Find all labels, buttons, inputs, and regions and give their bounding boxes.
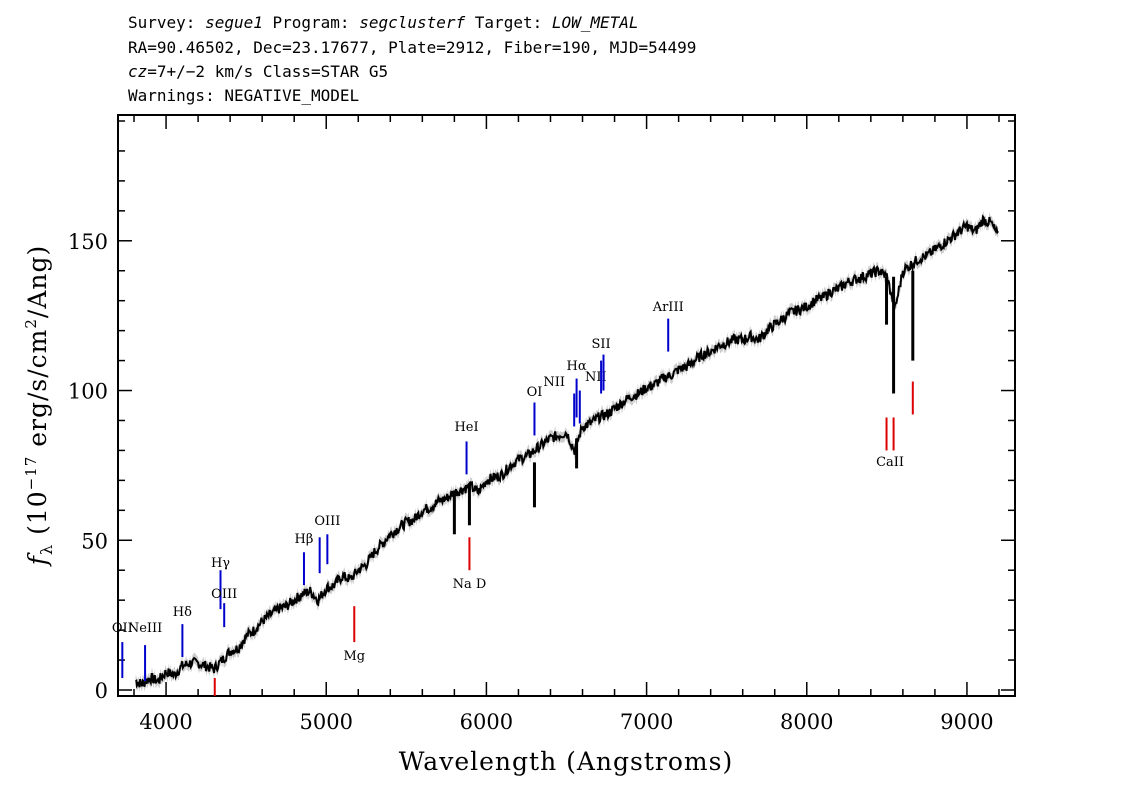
y-axis-exponent-2: 2: [22, 318, 40, 329]
error-band-area: [135, 211, 999, 693]
header-line-warnings: Warnings: NEGATIVE_MODEL: [128, 86, 360, 105]
emission-line-label: SII: [592, 337, 611, 352]
emission-line-label: OIII: [211, 587, 237, 602]
program-value: segclusterf: [359, 13, 466, 32]
y-axis-title: fλ (10−17 erg/s/cm2/Ang): [22, 245, 56, 568]
error-band: [135, 211, 999, 693]
emission-line-label: OIII: [314, 514, 340, 529]
emission-line-label: OI: [527, 385, 543, 400]
target-prefix: Target:: [465, 13, 552, 32]
x-axis-title: Wavelength (Angstroms): [399, 747, 733, 776]
cz-label: cz: [128, 62, 148, 81]
absorption-line-label: Mg: [343, 649, 365, 664]
absorption-line-label: CaII: [876, 455, 904, 470]
emission-line-label: NeIII: [128, 621, 162, 636]
spectral-line-markers: OIINeIIIHδHγOIIIHβOIIIHeIOINIIHαNIISIIAr…: [112, 300, 914, 696]
redshift-class: =7+/−2 km/s Class=STAR G5: [147, 62, 389, 81]
x-tick-label: 8000: [780, 710, 833, 734]
emission-line-label: Hδ: [173, 605, 192, 620]
y-tick-label: 50: [81, 529, 108, 553]
y-tick-label: 0: [95, 679, 108, 703]
emission-line-label: OII: [112, 621, 133, 636]
x-tick-label: 4000: [139, 710, 192, 734]
plot-frame: [117, 114, 1016, 697]
y-axis-tail: /Ang): [23, 245, 52, 318]
y-axis-f: f: [23, 552, 52, 567]
emission-line-label: Hα: [567, 359, 587, 374]
target-value: LOW_METAL: [551, 13, 639, 32]
program-prefix: Program:: [262, 13, 360, 32]
survey-prefix: Survey:: [128, 13, 206, 32]
y-axis-lambda: λ: [37, 544, 56, 555]
y-axis-unit: erg/s/cm: [23, 329, 52, 456]
y-axis-scale: (10: [23, 490, 52, 544]
header-line-survey: Survey: segue1 Program: segclusterf Targ…: [128, 13, 639, 33]
axis-ticks: 4000 5000 6000 7000 8000 9000 0 50 100 150: [68, 115, 1015, 734]
header-line-redshift: cz=7+/−2 km/s Class=STAR G5: [128, 62, 388, 82]
emission-line-label: HeI: [454, 420, 478, 435]
absorption-line-label: Na D: [453, 577, 487, 592]
survey-value: segue1: [205, 13, 263, 32]
x-tick-label: 5000: [300, 710, 353, 734]
y-tick-label: 100: [68, 380, 108, 404]
y-tick-label: 150: [68, 230, 108, 254]
emission-line-label: ArIII: [652, 300, 684, 315]
header-line-coordinates: RA=90.46502, Dec=23.17677, Plate=2912, F…: [128, 38, 697, 57]
x-tick-label: 6000: [460, 710, 513, 734]
emission-line-label: Hβ: [295, 532, 314, 547]
emission-line-label: Hγ: [211, 556, 230, 571]
spectrum-line: [135, 214, 999, 689]
x-tick-label: 9000: [940, 710, 993, 734]
y-axis-exponent: −17: [22, 456, 40, 491]
spectrum-series: [135, 214, 999, 689]
x-tick-label: 7000: [620, 710, 673, 734]
emission-line-label: NII: [543, 375, 565, 390]
